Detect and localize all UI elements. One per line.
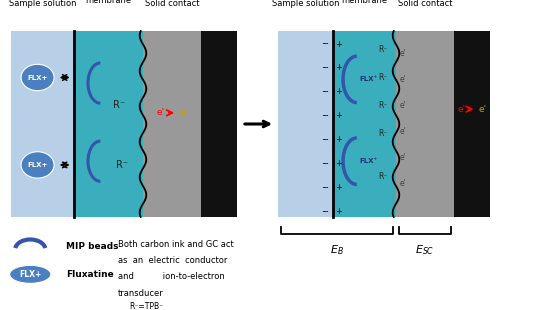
Text: +: + — [335, 64, 342, 73]
Bar — [201, 31, 236, 217]
Text: +: + — [335, 39, 342, 49]
Text: Sample solution: Sample solution — [272, 0, 339, 8]
Text: Solid contact: Solid contact — [145, 0, 199, 8]
Text: +: + — [335, 183, 342, 192]
Text: R⁻: R⁻ — [378, 45, 388, 54]
Text: $E_B$: $E_B$ — [330, 243, 344, 257]
Text: Ion selective
membrane: Ion selective membrane — [82, 0, 135, 5]
Text: e': e' — [400, 49, 406, 58]
Text: e': e' — [400, 153, 406, 162]
Text: R⁻=TPB⁻: R⁻=TPB⁻ — [129, 302, 163, 310]
Text: E-conducting
substrate: E-conducting substrate — [444, 0, 499, 2]
Text: FLX+: FLX+ — [28, 162, 48, 168]
Text: R⁻: R⁻ — [113, 100, 125, 110]
Text: R⁻: R⁻ — [117, 160, 128, 170]
Bar — [278, 31, 333, 217]
Text: e': e' — [457, 104, 465, 114]
Text: e': e' — [400, 75, 406, 84]
Text: FLX⁺: FLX⁺ — [360, 76, 378, 82]
Text: e': e' — [400, 101, 406, 110]
Bar — [74, 31, 143, 217]
Text: −: − — [322, 183, 328, 192]
Text: −: − — [322, 207, 328, 216]
Text: E-conducting
substrate: E-conducting substrate — [191, 0, 246, 2]
Text: +: + — [335, 111, 342, 120]
Text: R⁻: R⁻ — [378, 129, 388, 138]
Text: e': e' — [400, 127, 406, 136]
Text: R⁻: R⁻ — [378, 171, 388, 181]
Text: Sample solution: Sample solution — [9, 0, 76, 8]
Text: FLX+: FLX+ — [19, 270, 41, 279]
Text: $E_{SC}$: $E_{SC}$ — [415, 243, 434, 257]
Text: +: + — [335, 135, 342, 144]
Bar — [333, 31, 396, 217]
Text: e': e' — [400, 179, 406, 188]
Text: and           ion-to-electron: and ion-to-electron — [118, 272, 225, 281]
Text: −: − — [322, 64, 328, 73]
Text: Ion selective
membrane: Ion selective membrane — [338, 0, 391, 5]
Bar — [11, 31, 74, 217]
Text: FLX+: FLX+ — [28, 74, 48, 81]
Text: FLX⁺: FLX⁺ — [360, 158, 378, 164]
Text: MIP beads: MIP beads — [66, 242, 118, 251]
Text: +: + — [335, 159, 342, 168]
Ellipse shape — [10, 265, 51, 283]
Text: e': e' — [478, 104, 487, 114]
Text: as  an  electric  conductor: as an electric conductor — [118, 256, 228, 265]
Bar — [454, 31, 490, 217]
Bar — [396, 31, 454, 217]
Text: −: − — [322, 135, 328, 144]
Bar — [143, 31, 201, 217]
Text: +: + — [335, 87, 342, 96]
Text: Both carbon ink and GC act: Both carbon ink and GC act — [118, 240, 234, 249]
Text: Solid contact: Solid contact — [398, 0, 452, 8]
Ellipse shape — [21, 152, 54, 178]
Text: Fluxatine: Fluxatine — [66, 270, 114, 279]
Text: e': e' — [157, 108, 164, 117]
Ellipse shape — [21, 64, 54, 91]
Text: transducer: transducer — [118, 289, 164, 298]
Text: +: + — [335, 207, 342, 216]
Text: −: − — [322, 159, 328, 168]
Text: R⁻: R⁻ — [378, 101, 388, 110]
Text: −: − — [322, 87, 328, 96]
Text: −: − — [322, 111, 328, 120]
Text: e': e' — [179, 108, 187, 117]
Text: −: − — [322, 39, 328, 49]
Text: R⁻: R⁻ — [378, 73, 388, 82]
